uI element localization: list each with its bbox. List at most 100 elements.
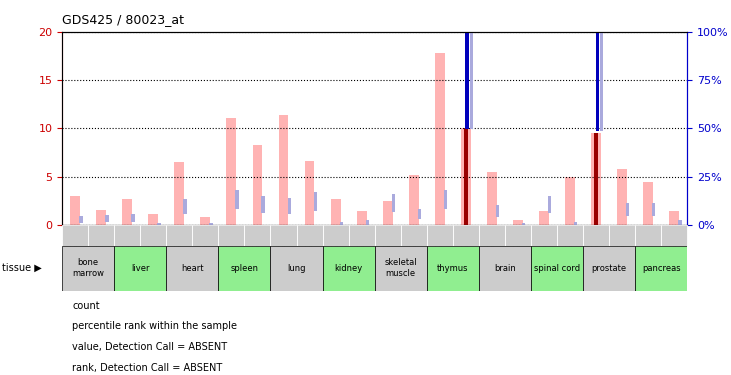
Bar	[235, 189, 239, 210]
Bar	[531, 225, 557, 246]
Bar	[479, 246, 531, 291]
Bar	[167, 246, 219, 291]
Bar	[574, 222, 577, 225]
Text: thymus: thymus	[437, 264, 469, 273]
Bar	[297, 225, 322, 246]
Bar	[122, 199, 132, 225]
Bar	[531, 246, 583, 291]
Bar	[322, 246, 374, 291]
Bar	[643, 182, 653, 225]
Bar	[175, 162, 184, 225]
Text: spinal cord: spinal cord	[534, 264, 580, 273]
Bar	[565, 177, 575, 225]
Bar	[444, 189, 447, 210]
Bar	[322, 225, 349, 246]
Bar	[140, 225, 167, 246]
Text: count: count	[72, 301, 100, 310]
Bar	[513, 220, 523, 225]
Bar	[148, 214, 158, 225]
Bar	[192, 225, 219, 246]
Bar	[505, 225, 531, 246]
Bar	[183, 199, 186, 214]
Bar	[262, 196, 265, 213]
Bar	[557, 225, 583, 246]
Bar	[114, 225, 140, 246]
Bar	[600, 32, 603, 131]
Bar	[596, 32, 599, 131]
Bar	[270, 246, 322, 291]
Bar	[487, 172, 497, 225]
Bar	[305, 161, 314, 225]
Bar	[357, 210, 366, 225]
Bar	[452, 225, 479, 246]
Text: rank, Detection Call = ABSENT: rank, Detection Call = ABSENT	[72, 363, 223, 372]
Bar	[548, 196, 551, 213]
Text: percentile rank within the sample: percentile rank within the sample	[72, 321, 238, 331]
Bar	[539, 210, 549, 225]
Bar	[427, 246, 479, 291]
Bar	[88, 225, 114, 246]
Bar	[522, 224, 526, 225]
Text: GDS425 / 80023_at: GDS425 / 80023_at	[62, 13, 184, 26]
Bar	[392, 194, 395, 212]
Bar	[62, 246, 114, 291]
Bar	[652, 203, 656, 216]
Bar	[678, 220, 681, 225]
Bar	[617, 169, 627, 225]
Bar	[314, 192, 317, 211]
Bar	[114, 246, 167, 291]
Bar	[466, 28, 469, 129]
Bar	[200, 217, 211, 225]
Bar	[70, 196, 80, 225]
Bar	[401, 225, 427, 246]
Bar	[270, 225, 297, 246]
Bar	[594, 133, 598, 225]
Bar	[62, 225, 88, 246]
Bar	[583, 246, 635, 291]
Text: kidney: kidney	[335, 264, 363, 273]
Bar	[427, 225, 452, 246]
Bar	[635, 246, 687, 291]
Text: liver: liver	[131, 264, 150, 273]
Bar	[252, 145, 262, 225]
Bar	[374, 246, 427, 291]
Bar	[330, 199, 341, 225]
Bar	[461, 128, 471, 225]
Bar	[409, 175, 419, 225]
Bar	[496, 206, 499, 218]
Bar	[209, 223, 213, 225]
Bar	[279, 115, 289, 225]
Bar	[227, 118, 236, 225]
Bar	[219, 225, 244, 246]
Bar	[464, 128, 468, 225]
Bar	[609, 225, 635, 246]
Bar	[157, 223, 161, 225]
Text: lung: lung	[287, 264, 306, 273]
Bar	[167, 225, 192, 246]
Bar	[583, 225, 609, 246]
Bar	[470, 28, 473, 129]
Text: bone
marrow: bone marrow	[72, 258, 105, 278]
Bar	[340, 222, 343, 225]
Bar	[219, 246, 270, 291]
Bar	[96, 210, 106, 225]
Text: tissue ▶: tissue ▶	[2, 263, 42, 273]
Bar	[591, 133, 601, 225]
Text: spleen: spleen	[230, 264, 259, 273]
Bar	[479, 225, 505, 246]
Text: prostate: prostate	[591, 264, 626, 273]
Bar	[366, 220, 369, 225]
Bar	[383, 201, 393, 225]
Text: skeletal
muscle: skeletal muscle	[385, 258, 417, 278]
Bar	[287, 198, 291, 214]
Bar	[635, 225, 661, 246]
Text: brain: brain	[494, 264, 516, 273]
Bar	[435, 53, 444, 225]
Bar	[79, 216, 83, 223]
Bar	[626, 203, 629, 216]
Bar	[669, 210, 679, 225]
Bar	[417, 209, 421, 219]
Text: value, Detection Call = ABSENT: value, Detection Call = ABSENT	[72, 342, 227, 352]
Bar	[244, 225, 270, 246]
Bar	[132, 214, 135, 222]
